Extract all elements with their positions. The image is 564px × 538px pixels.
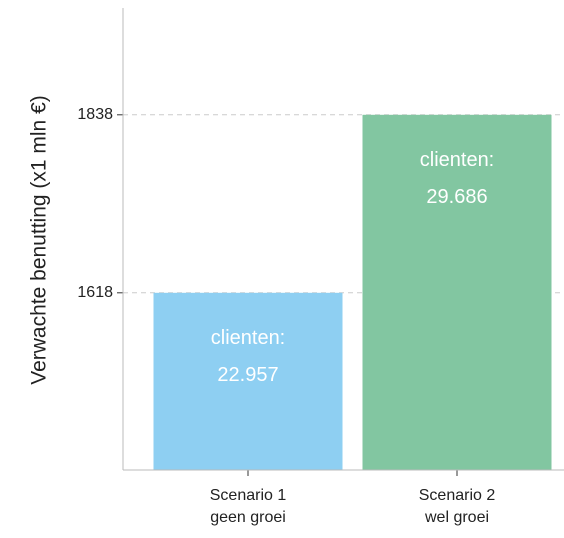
x-tick-label: wel groei (424, 509, 489, 526)
x-tick-label: geen groei (210, 509, 286, 526)
y-tick-label: 1838 (77, 106, 113, 123)
x-tick-label: Scenario 1 (210, 487, 287, 504)
bar-annotation: 29.686 (426, 186, 487, 208)
bar (153, 292, 343, 470)
bar-annotation: clienten: (211, 327, 286, 349)
bar-annotation: clienten: (420, 149, 495, 171)
y-tick-label: 1618 (77, 284, 113, 301)
x-tick-label: Scenario 2 (419, 487, 496, 504)
bar (362, 114, 552, 471)
bar-annotation: 22.957 (217, 364, 278, 386)
y-axis-label: Verwachte benutting (x1 mln €) (28, 95, 51, 385)
